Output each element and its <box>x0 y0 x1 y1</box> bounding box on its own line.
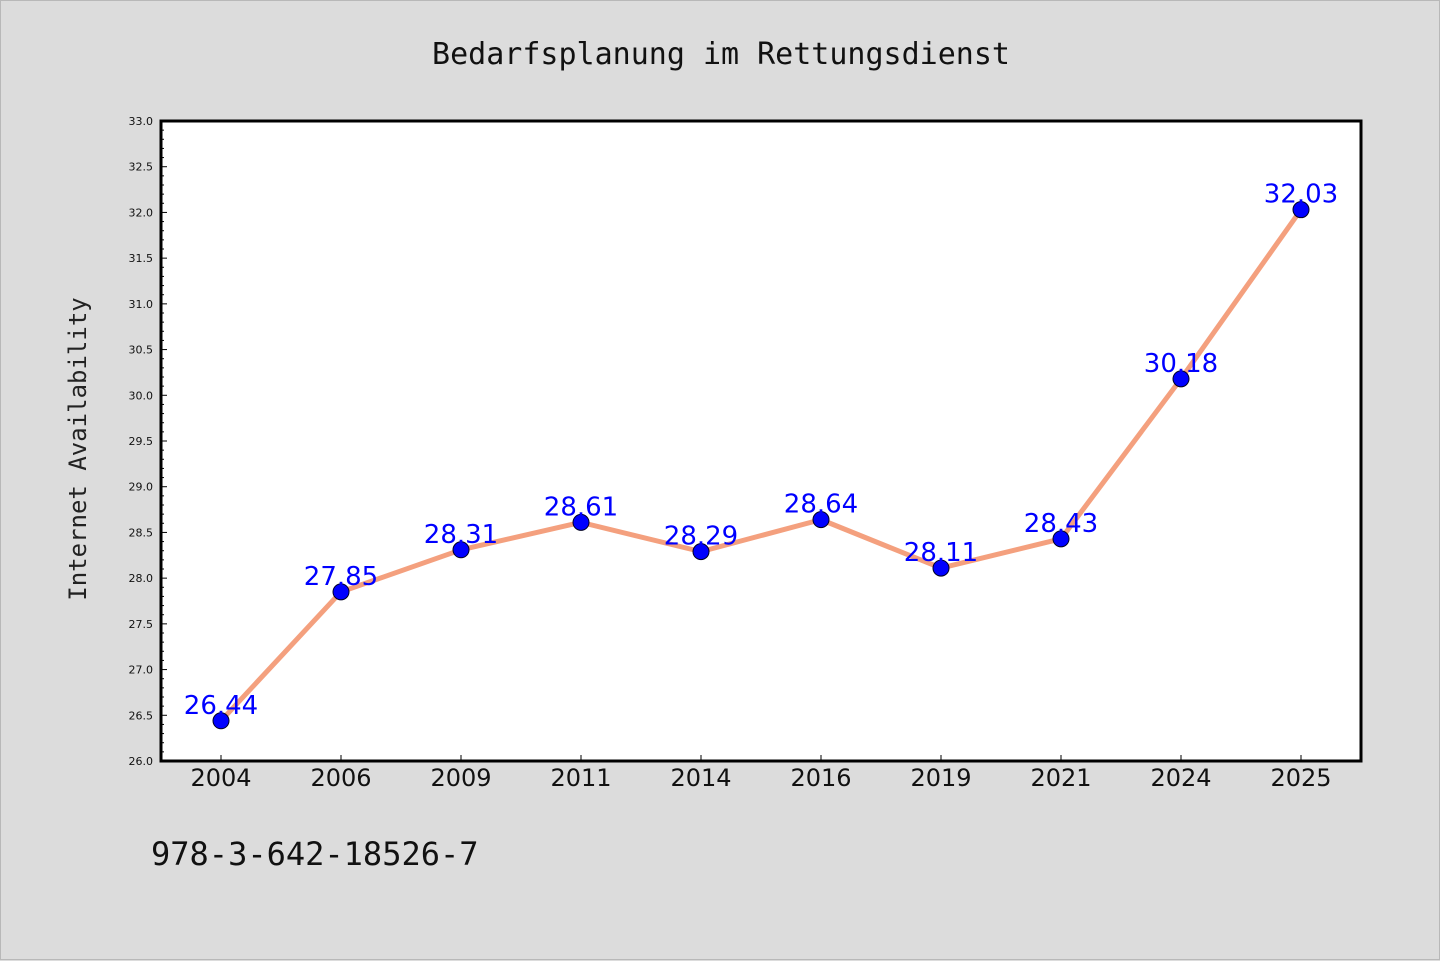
y-tick-label: 27.5 <box>129 618 154 631</box>
x-tick-label: 2024 <box>1150 764 1211 792</box>
data-point <box>212 712 230 730</box>
data-label: 27.85 <box>304 562 378 592</box>
y-tick-label: 30.0 <box>129 389 154 402</box>
x-tick-label: 2011 <box>550 764 611 792</box>
isbn-annotation: 978-3-642-18526-7 <box>151 835 479 873</box>
data-point <box>572 513 590 531</box>
x-tick-label: 2025 <box>1270 764 1331 792</box>
x-tick-label: 2006 <box>310 764 371 792</box>
data-label: 28.31 <box>424 520 498 550</box>
y-tick-label: 29.0 <box>129 481 154 494</box>
y-tick-label: 31.0 <box>129 298 154 311</box>
x-tick-label: 2019 <box>910 764 971 792</box>
y-tick-label: 26.0 <box>129 755 154 768</box>
y-tick-label: 31.5 <box>129 252 154 265</box>
data-label: 28.43 <box>1024 509 1098 539</box>
data-label: 28.61 <box>544 492 618 522</box>
y-tick-label: 28.5 <box>129 526 154 539</box>
y-tick-label: 27.0 <box>129 664 154 677</box>
data-point <box>332 583 350 601</box>
y-axis-label: Internet Availability <box>64 297 92 600</box>
series-layer: 26.44 27.85 28.31 28.61 28.29 28.64 28.11 28.43… <box>184 180 1338 730</box>
y-tick-label: 28.0 <box>129 572 154 585</box>
x-tick-label: 2009 <box>430 764 491 792</box>
x-axis: 2004 2006 2009 2011 2014 2016 2019 2021 2024 2025 <box>190 755 1332 792</box>
data-point <box>692 543 710 561</box>
data-point <box>932 559 950 577</box>
data-label: 28.64 <box>784 490 858 520</box>
chart-title: Bedarfsplanung im Rettungsdienst <box>432 37 1010 72</box>
data-label: 28.11 <box>904 538 978 568</box>
data-label: 30.18 <box>1144 349 1218 379</box>
x-tick-label: 2004 <box>190 764 251 792</box>
x-tick-label: 2016 <box>790 764 851 792</box>
data-label: 28.29 <box>664 522 738 552</box>
data-point <box>812 511 830 529</box>
y-tick-label: 30.5 <box>129 344 154 357</box>
data-label: 32.03 <box>1264 180 1338 210</box>
y-tick-label: 32.5 <box>129 161 154 174</box>
series-line <box>218 207 1304 724</box>
data-point <box>1292 201 1310 219</box>
y-tick-label: 26.5 <box>129 709 154 722</box>
data-label: 26.44 <box>184 691 258 721</box>
data-point <box>1052 530 1070 548</box>
y-tick-label: 32.0 <box>129 206 154 219</box>
y-axis: 26.0 26.5 27.0 27.5 28.0 28.5 29.0 29.5 30.0 30.5… <box>129 115 167 768</box>
plot-area <box>159 119 1363 763</box>
y-tick-label: 33.0 <box>129 115 154 128</box>
y-tick-label: 29.5 <box>129 435 154 448</box>
x-tick-label: 2021 <box>1030 764 1091 792</box>
x-tick-label: 2014 <box>670 764 731 792</box>
data-point <box>452 541 470 559</box>
data-point <box>1172 370 1190 388</box>
